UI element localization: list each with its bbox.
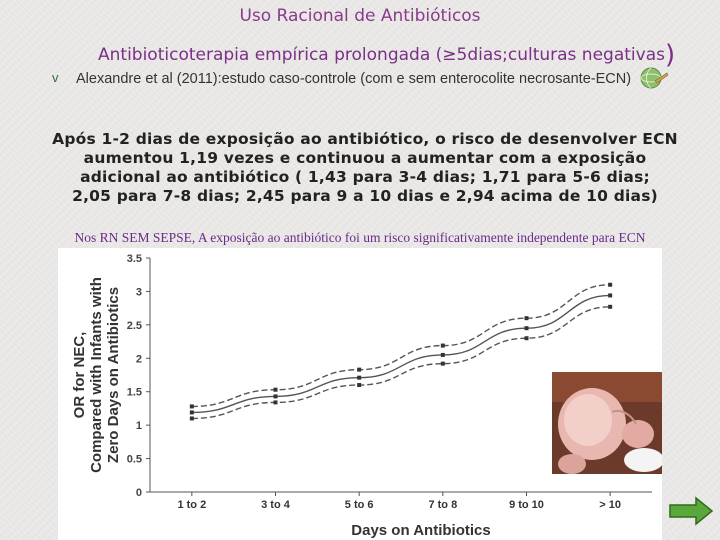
y-tick-label: 2 <box>136 353 142 365</box>
checkmark-bullet-icon: v <box>52 70 59 85</box>
data-point <box>440 361 445 366</box>
y-axis-label-line: Compared with Infants with <box>88 277 105 473</box>
globe-icon <box>637 67 669 89</box>
data-point <box>189 404 194 409</box>
data-point <box>608 282 613 287</box>
subtitle-close-paren: ) <box>664 40 676 70</box>
finding-line-2: aumentou 1,19 vezes e continuou a aument… <box>83 149 647 167</box>
x-tick-label: 5 to 6 <box>345 499 374 511</box>
data-point <box>608 293 613 298</box>
slide-subtitle: Antibioticoterapia empírica prolongada (… <box>98 40 675 70</box>
y-tick-label: 0.5 <box>127 454 142 466</box>
y-tick-label: 3.5 <box>127 253 142 265</box>
x-tick-label: 1 to 2 <box>177 499 206 511</box>
data-point <box>608 304 613 309</box>
sepsis-note: Nos RN SEM SEPSE, A exposição ao antibió… <box>74 230 646 245</box>
data-point <box>440 343 445 348</box>
data-point <box>273 387 278 392</box>
data-point <box>524 326 529 331</box>
finding-line-3: adicional ao antibiótico ( 1,43 para 3-4… <box>80 168 650 186</box>
odds-ratio-chart: 0 0.5 1 1.5 2 2.5 3 3.5 1 to 2 3 to 4 5 to 6 7 to 8… <box>71 253 652 539</box>
y-tick-label: 1.5 <box>127 387 142 399</box>
subtitle-text: Antibioticoterapia empírica prolongada (… <box>98 45 665 65</box>
x-tick-label: > 10 <box>599 499 621 511</box>
data-point <box>357 367 362 372</box>
series-line-1 <box>191 294 611 414</box>
bullet-text: Alexandre et al (2011):estudo caso-contr… <box>76 71 632 87</box>
x-axis-label: Days on Antibiotics <box>351 522 490 539</box>
finding-line-1: Após 1-2 dias de exposição ao antibiótic… <box>52 130 678 148</box>
x-tick-label: 3 to 4 <box>261 499 291 511</box>
y-tick-label: 1 <box>136 420 142 432</box>
data-point <box>273 394 278 399</box>
bullet-text-wrap: Alexandre et al (2011):estudo caso-contr… <box>76 67 692 89</box>
infant-photo <box>552 372 662 474</box>
data-point <box>524 316 529 321</box>
y-tick-label: 0 <box>136 487 142 499</box>
y-axis-label-line: OR for NEC, <box>71 332 88 419</box>
right-arrow-icon <box>669 496 714 526</box>
y-axis-label: OR for NEC, Compared with Infants with Zer… <box>71 277 122 473</box>
slide-title: Uso Racional de Antibióticos <box>239 6 481 26</box>
data-point <box>357 375 362 380</box>
y-axis-label-line: Zero Days on Antibiotics <box>105 287 122 463</box>
data-point <box>440 352 445 357</box>
finding-paragraph: Após 1-2 dias de exposição ao antibiótic… <box>40 130 690 206</box>
bullet-item: v Alexandre et al (2011):estudo caso-con… <box>52 67 692 89</box>
series-line-3 <box>191 306 611 420</box>
data-point <box>524 336 529 341</box>
finding-line-4: 2,05 para 7-8 dias; 2,45 para 9 a 10 dia… <box>72 187 658 205</box>
data-point <box>273 400 278 405</box>
x-tick-label: 9 to 10 <box>509 499 544 511</box>
data-point <box>357 383 362 388</box>
next-slide-button[interactable] <box>668 496 714 526</box>
y-tick-label: 2.5 <box>127 320 142 332</box>
data-point <box>189 410 194 415</box>
series-line-2 <box>191 284 611 408</box>
data-point <box>189 416 194 421</box>
y-tick-label: 3 <box>136 286 142 298</box>
x-tick-label: 7 to 8 <box>428 499 457 511</box>
